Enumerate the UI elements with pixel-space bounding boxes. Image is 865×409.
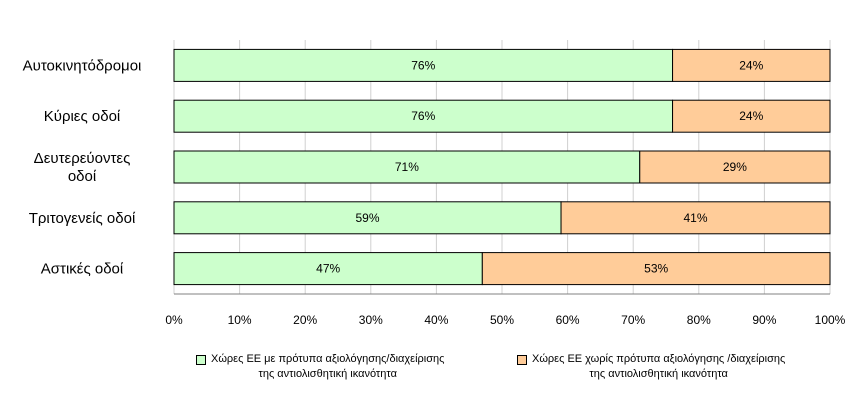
legend-item-without-standards: Χώρες ΕΕ χωρίς πρότυπα αξιολόγησης /διαχ… xyxy=(517,352,785,382)
legend-label-line-2: της αντιολισθητική ικανότητα xyxy=(258,368,397,380)
data-label: 47% xyxy=(316,262,340,276)
legend-label-without-standards: Χώρες ΕΕ χωρίς πρότυπα αξιολόγησης /διαχ… xyxy=(532,352,785,382)
x-tick-label: 50% xyxy=(490,313,514,327)
data-label: 29% xyxy=(723,160,747,174)
bar-segment xyxy=(672,99,831,133)
bar-segment xyxy=(672,48,831,82)
data-label: 41% xyxy=(684,211,708,225)
x-tick-label: 40% xyxy=(424,313,448,327)
legend-swatch-green xyxy=(196,355,206,365)
x-tick-label: 30% xyxy=(359,313,383,327)
legend: Χώρες ΕΕ με πρότυπα αξιολόγησης/διαχείρι… xyxy=(196,352,856,392)
category-label: Τριτογενείς οδοί xyxy=(29,210,136,227)
bar-segment xyxy=(173,252,483,286)
category-label: Αστικές οδοί xyxy=(41,261,124,278)
category-label: Αυτοκινητόδρομοι xyxy=(23,57,142,74)
x-tick-label: 80% xyxy=(687,313,711,327)
data-label: 53% xyxy=(644,262,668,276)
category-label: Κύριες οδοί xyxy=(44,108,121,125)
legend-item-with-standards: Χώρες ΕΕ με πρότυπα αξιολόγησης/διαχείρι… xyxy=(196,352,444,382)
legend-label-with-standards: Χώρες ΕΕ με πρότυπα αξιολόγησης/διαχείρι… xyxy=(211,352,444,382)
data-label: 76% xyxy=(411,58,435,72)
bar-segment xyxy=(173,150,641,184)
x-tick-label: 90% xyxy=(752,313,776,327)
x-tick-label: 70% xyxy=(621,313,645,327)
legend-label-line-2: της αντιολισθητική ικανότητα xyxy=(589,368,728,380)
data-label: 76% xyxy=(411,109,435,123)
bar-segment xyxy=(173,48,674,82)
bar-segment xyxy=(173,201,562,235)
data-label: 24% xyxy=(739,58,763,72)
legend-label-line-1: Χώρες ΕΕ χωρίς πρότυπα αξιολόγησης /διαχ… xyxy=(532,353,786,365)
category-label: Δευτερεύοντες xyxy=(34,150,131,167)
legend-swatch-orange xyxy=(517,355,527,365)
x-tick-label: 60% xyxy=(556,313,580,327)
data-label: 24% xyxy=(739,109,763,123)
x-tick-label: 20% xyxy=(293,313,317,327)
bar-segment xyxy=(560,201,831,235)
category-label: οδοί xyxy=(68,168,97,185)
bar-segment xyxy=(639,150,831,184)
bar-segment xyxy=(481,252,831,286)
legend-label-line-1: Χώρες ΕΕ με πρότυπα αξιολόγησης/διαχείρι… xyxy=(211,353,445,365)
data-label: 71% xyxy=(395,160,419,174)
data-label: 59% xyxy=(356,211,380,225)
x-tick-label: 100% xyxy=(815,313,846,327)
x-tick-label: 0% xyxy=(165,313,183,327)
x-tick-label: 10% xyxy=(228,313,252,327)
